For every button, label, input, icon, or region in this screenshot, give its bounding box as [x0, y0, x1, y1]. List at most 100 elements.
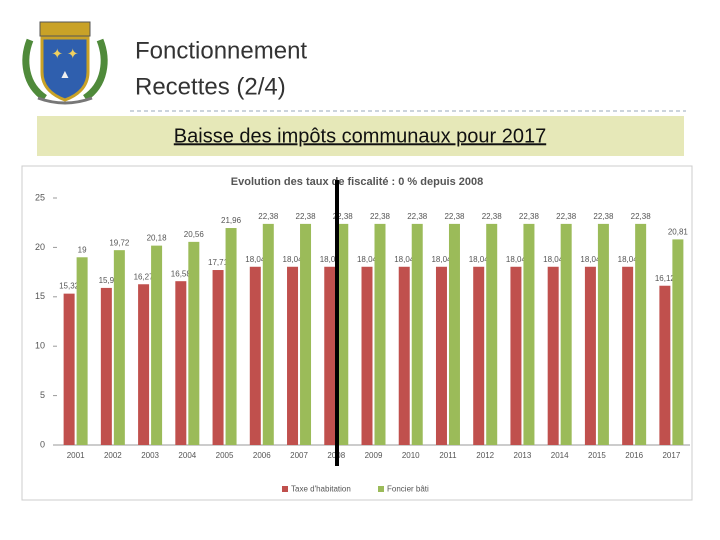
bar [547, 266, 559, 445]
value-label: 18,04 [320, 255, 341, 264]
logo: ✦ ✦ ▲ [22, 21, 108, 105]
bar [448, 223, 460, 445]
x-tick-label: 2003 [141, 451, 159, 460]
value-label: 22,38 [333, 212, 354, 221]
value-label: 15,9 [99, 276, 115, 285]
value-label: 17,71 [208, 258, 229, 267]
value-label: 16,27 [134, 272, 155, 281]
value-label: 18,04 [469, 255, 490, 264]
value-label: 15,32 [59, 282, 80, 291]
bar [63, 293, 75, 445]
value-label: 19,72 [109, 238, 130, 247]
value-label: 22,38 [258, 212, 279, 221]
bar [635, 223, 647, 445]
value-label: 18,04 [394, 255, 415, 264]
value-label: 22,38 [482, 212, 503, 221]
value-label: 18,04 [506, 255, 527, 264]
value-label: 22,38 [407, 212, 428, 221]
bar [300, 223, 312, 445]
chart-title: Evolution des taux de fiscalité : 0 % de… [231, 176, 483, 188]
bar [212, 270, 224, 445]
bar [151, 245, 163, 445]
value-label: 22,38 [370, 212, 391, 221]
x-tick-label: 2004 [178, 451, 196, 460]
bar [659, 285, 671, 445]
value-label: 20,18 [147, 234, 168, 243]
bar [672, 239, 684, 445]
x-tick-label: 2013 [514, 451, 532, 460]
bar [324, 266, 336, 445]
bar [584, 266, 596, 445]
y-tick-label: 15 [35, 291, 45, 301]
x-tick-label: 2002 [104, 451, 122, 460]
bar [175, 281, 187, 445]
bar [622, 266, 634, 445]
x-tick-label: 2012 [476, 451, 494, 460]
legend-label: Foncier bâti [387, 485, 429, 494]
bar [435, 266, 447, 445]
bar [287, 266, 299, 445]
bar [486, 223, 498, 445]
bar [337, 223, 349, 445]
value-label: 18,04 [283, 255, 304, 264]
bar [398, 266, 410, 445]
bar [411, 223, 423, 445]
banner-box [37, 116, 684, 156]
x-tick-label: 2016 [625, 451, 643, 460]
value-label: 16,12 [655, 274, 676, 283]
x-tick-label: 2007 [290, 451, 308, 460]
x-tick-label: 2017 [662, 451, 680, 460]
x-tick-label: 2005 [216, 451, 234, 460]
x-tick-label: 2011 [439, 451, 457, 460]
y-tick-label: 20 [35, 242, 45, 252]
y-tick-label: 5 [40, 390, 45, 400]
x-tick-label: 2006 [253, 451, 271, 460]
legend-label: Taxe d'habitation [291, 485, 351, 494]
value-label: 18,04 [618, 255, 639, 264]
value-label: 22,38 [631, 212, 652, 221]
bar [262, 223, 274, 445]
bar [361, 266, 373, 445]
value-label: 20,56 [184, 230, 205, 239]
bar [249, 266, 261, 445]
bar [76, 257, 88, 445]
y-tick-label: 25 [35, 192, 45, 202]
bar [510, 266, 522, 445]
value-label: 22,38 [519, 212, 540, 221]
bar [225, 228, 237, 445]
value-label: 22,38 [444, 212, 465, 221]
value-label: 21,96 [221, 216, 242, 225]
bar [138, 284, 150, 445]
value-label: 18,04 [543, 255, 564, 264]
bar [560, 223, 572, 445]
x-tick-label: 2010 [402, 451, 420, 460]
x-tick-label: 2001 [67, 451, 85, 460]
slide-title: Fonctionnement [135, 37, 307, 64]
value-label: 18,04 [245, 255, 266, 264]
y-tick-label: 10 [35, 341, 45, 351]
bar [100, 287, 112, 445]
bar [188, 241, 200, 445]
svg-text:✦ ✦: ✦ ✦ [51, 46, 79, 62]
value-label: 22,38 [296, 212, 317, 221]
bar [597, 223, 609, 445]
value-label: 18,04 [431, 255, 452, 264]
bar [113, 250, 125, 445]
banner-text: Baisse des impôts communaux pour 2017 [174, 125, 546, 147]
value-label: 18,04 [580, 255, 601, 264]
bar [473, 266, 485, 445]
value-label: 18,04 [357, 255, 378, 264]
slide-subtitle: Recettes (2/4) [135, 73, 286, 100]
value-label: 16,58 [171, 269, 192, 278]
bar [374, 223, 386, 445]
chart-frame [21, 165, 693, 501]
svg-text:▲: ▲ [59, 67, 71, 81]
x-tick-label: 2009 [365, 451, 383, 460]
legend-swatch [378, 486, 384, 492]
value-label: 20,81 [668, 228, 689, 237]
x-tick-label: 2015 [588, 451, 606, 460]
value-label: 19 [78, 245, 87, 254]
y-tick-label: 0 [40, 439, 45, 449]
value-label: 22,38 [593, 212, 614, 221]
